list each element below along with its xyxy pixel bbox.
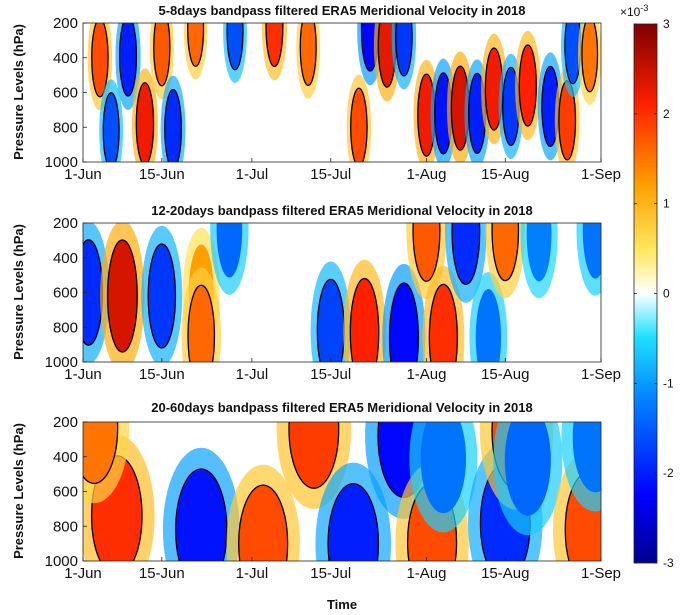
y-tick-label: 1000 (45, 154, 78, 171)
colorbar-tick-label: -3 (663, 556, 674, 570)
field-blob (288, 422, 340, 489)
field-blob (299, 23, 317, 86)
field-blob (581, 23, 599, 93)
y-tick-label: 200 (53, 15, 78, 32)
field-blob (102, 92, 120, 162)
field-blob (412, 223, 441, 282)
colorbar: ×10-3 3 2 1 0 -1 -2 -3 (620, 3, 674, 570)
colorbar-exponent: ×10-3 (620, 3, 648, 19)
y-tick-label: 400 (53, 50, 78, 67)
y-tick-label: 800 (53, 518, 78, 535)
panel-20-60days: 20-60days bandpass filtered ERA5 Meridio… (11, 400, 621, 612)
panel-5-8days: 5-8days bandpass filtered ERA5 Meridiona… (11, 3, 621, 183)
y-tick-label: 400 (53, 250, 78, 267)
field-blob (164, 88, 183, 162)
field-blob (135, 82, 155, 162)
x-tick-label: 15-Jul (310, 166, 351, 183)
field-blob (572, 422, 601, 493)
field-blob (350, 87, 368, 162)
field-blob (91, 23, 109, 98)
field-blob (147, 243, 177, 349)
colorbar-tick-label: -2 (663, 466, 674, 480)
field-blob (451, 223, 481, 285)
x-tick-label: 15-Jun (139, 166, 185, 183)
x-axis-label: Time (327, 597, 357, 612)
x-tick-label: 15-Aug (481, 166, 529, 183)
y-axis-label: Pressure Levels (hPa) (11, 24, 26, 160)
field-blob (153, 23, 171, 87)
x-tick-label: 15-Jul (310, 565, 351, 582)
field-blob (175, 468, 228, 561)
y-tick-label: 1000 (45, 354, 78, 371)
x-tick-label: 1-Jul (236, 166, 269, 183)
field-blob (395, 23, 413, 77)
field-blob (187, 23, 205, 67)
colorbar-tick-label: 2 (663, 107, 670, 121)
field-blob (420, 422, 467, 514)
y-tick-label: 600 (53, 285, 78, 302)
field-blob (349, 277, 380, 362)
field-blob (216, 223, 243, 278)
x-tick-label: 1-Jun (64, 565, 102, 582)
field-blob (428, 283, 458, 362)
x-tick-label: 15-Jun (139, 366, 185, 383)
x-tick-label: 1-Aug (406, 166, 446, 183)
field-blob (504, 422, 551, 516)
x-tick-label: 1-Jun (64, 366, 102, 383)
colorbar-tick-label: -1 (663, 376, 674, 390)
x-tick-label: 1-Sep (581, 366, 621, 383)
field-blob (238, 484, 289, 561)
y-tick-label: 600 (53, 85, 78, 102)
field-blob (327, 482, 380, 561)
field-blob (118, 23, 138, 97)
field-blob (265, 23, 284, 68)
chart-title: 20-60days bandpass filtered ERA5 Meridio… (151, 400, 532, 415)
x-tick-label: 15-Jul (310, 366, 351, 383)
field-blob (388, 282, 419, 362)
colorbar-tick-label: 1 (663, 197, 670, 211)
field-blob (187, 284, 216, 362)
field-blob (106, 239, 138, 353)
y-tick-label: 600 (53, 484, 78, 501)
y-tick-label: 800 (53, 119, 78, 136)
field-blob (226, 23, 244, 71)
y-tick-label: 200 (53, 414, 78, 431)
field-blob (582, 223, 601, 279)
panel-12-20days: 12-20days bandpass filtered ERA5 Meridio… (11, 203, 621, 383)
chart-title: 12-20days bandpass filtered ERA5 Meridio… (151, 203, 532, 218)
y-tick-label: 400 (53, 449, 78, 466)
colorbar-gradient (633, 23, 658, 564)
x-tick-label: 1-Jul (236, 565, 269, 582)
colorbar-tick-label: 0 (663, 287, 670, 301)
x-tick-label: 1-Jun (64, 166, 102, 183)
x-tick-label: 1-Jul (236, 366, 269, 383)
x-tick-label: 15-Jun (139, 565, 185, 582)
x-tick-label: 1-Sep (581, 166, 621, 183)
x-tick-label: 1-Sep (581, 565, 621, 582)
field-blob (83, 422, 119, 485)
field-blob (526, 223, 552, 282)
x-tick-label: 1-Aug (406, 565, 446, 582)
y-axis-label: Pressure Levels (hPa) (11, 224, 26, 360)
x-tick-label: 1-Aug (406, 366, 446, 383)
y-tick-label: 800 (53, 319, 78, 336)
chart-title: 5-8days bandpass filtered ERA5 Meridiona… (158, 3, 525, 18)
field-blob (83, 239, 104, 346)
field-blob (518, 44, 537, 127)
field-blob (491, 223, 520, 282)
x-tick-label: 15-Aug (481, 366, 529, 383)
y-tick-label: 1000 (45, 553, 78, 570)
y-tick-label: 200 (53, 215, 78, 232)
colorbar-tick-label: 3 (663, 17, 670, 31)
y-axis-label: Pressure Levels (hPa) (11, 423, 26, 559)
field-blob (475, 289, 501, 362)
x-tick-label: 15-Aug (481, 565, 529, 582)
